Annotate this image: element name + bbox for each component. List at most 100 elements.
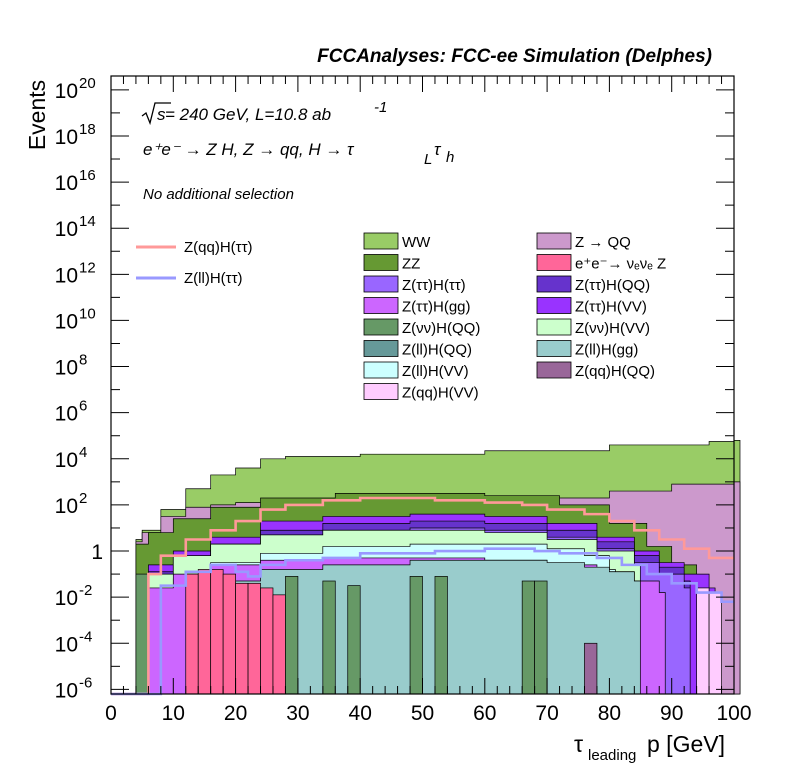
legend-swatch-zllhgg — [536, 340, 572, 357]
bin-nunuz-3 — [222, 573, 236, 695]
bin-nunuz-7 — [272, 594, 286, 695]
bin-zqqhqq-0 — [584, 642, 598, 695]
x-axis-title: τ leading p [GeV] — [574, 731, 725, 764]
bin-zqqhvv-0 — [696, 587, 710, 695]
y-axis-title: Events — [24, 80, 50, 150]
plot-banner: FCCAnalyses: FCC-ee Simulation (Delphes) — [317, 46, 712, 67]
y-tick-exp--2: -2 — [79, 582, 92, 599]
legend-swatch-zz — [363, 254, 399, 271]
y-tick-label-14: 10 — [55, 218, 78, 241]
bin-nunuz-6 — [260, 587, 274, 695]
legend-label-ztautauhtautau: Z(ττ)H(ττ) — [402, 277, 466, 294]
x-title-subscript: leading — [588, 747, 636, 764]
y-tick-label-20: 10 — [55, 80, 78, 103]
legend-swatch-zllhvv — [363, 361, 399, 379]
legend-label-zllhqq: Z(ll)H(QQ) — [402, 342, 472, 359]
x-tick-label-60: 60 — [473, 702, 496, 725]
y-tick-label--6: 10 — [55, 679, 78, 702]
legend-swatch-znunuhvv — [536, 318, 572, 336]
bin-nunuz-0 — [185, 573, 199, 695]
bin-znunuhqq-7 — [534, 580, 548, 695]
y-tick-exp-10: 10 — [79, 305, 96, 322]
energy-text: = 240 GeV, L=10.8 ab — [165, 105, 331, 124]
x-tick-label-0: 0 — [105, 702, 117, 725]
legend-label-sig-ll: Z(ll)H(ττ) — [184, 270, 243, 287]
energy-annotation: s = 240 GeV, L=10.8 ab -1 — [141, 99, 387, 126]
x-tick-label-70: 70 — [535, 702, 558, 725]
y-tick-exp-16: 16 — [79, 167, 96, 184]
x-title-rest: p [GeV] — [647, 731, 725, 757]
tau1-subscript: L — [424, 151, 432, 168]
y-tick-exp-8: 8 — [79, 352, 87, 369]
process-annotation: e⁺e⁻ → Z H, Z → qq, H → τ L τ h — [143, 140, 454, 168]
legend-label-zllhvv: Z(ll)H(VV) — [402, 363, 469, 380]
legend-swatch-ztautauhtautau — [363, 275, 399, 293]
legend-label-sig-qq: Z(qq)H(ττ) — [184, 239, 253, 256]
y-tick-exp-14: 14 — [79, 213, 96, 230]
y-tick-label-12: 10 — [55, 264, 78, 287]
y-tick-exp--6: -6 — [79, 674, 92, 691]
line-sig-ll — [111, 547, 734, 696]
energy-s: s — [157, 105, 166, 124]
legend-swatch-nunuz — [536, 254, 572, 271]
legend-label-ztautauhgg: Z(ττ)H(gg) — [402, 299, 471, 316]
legend-swatch-zqqhqq — [536, 361, 572, 379]
x-tick-label-90: 90 — [660, 702, 683, 725]
y-tick-exp-12: 12 — [79, 259, 96, 276]
y-tick-exp-2: 2 — [79, 490, 87, 507]
x-tick-label-50: 50 — [411, 702, 434, 725]
y-tick-exp-6: 6 — [79, 398, 87, 415]
signal-lines — [111, 496, 734, 696]
bin-znunuhqq-1 — [285, 576, 299, 695]
legend-swatch-ztautauhqq — [536, 275, 572, 293]
tau2-subscript: h — [446, 149, 454, 166]
legend-swatch-znunuhqq — [363, 318, 399, 336]
y-tick-label-8: 10 — [55, 357, 78, 380]
y-tick-label-2: 10 — [55, 495, 78, 518]
bin-znunuhqq-2 — [322, 580, 336, 695]
x-tick-label-100: 100 — [716, 702, 751, 725]
x-tick-label-30: 30 — [286, 702, 309, 725]
x-tick-label-40: 40 — [349, 702, 372, 725]
y-tick-label-16: 10 — [55, 172, 78, 195]
y-tick-label-4: 10 — [55, 449, 78, 472]
x-tick-label-20: 20 — [224, 702, 247, 725]
line-sig-qq — [111, 496, 734, 696]
legend: Z(qq)H(ττ) Z(ll)H(ττ) WW ZZ Z(ττ)H(ττ) Z(ττ)H… — [136, 232, 666, 402]
y-tick-exp-18: 18 — [79, 121, 96, 138]
legend-label-nunuz: e⁺e⁻→ νₑνₑ Z — [575, 256, 666, 273]
legend-label-zqqhvv: Z(qq)H(VV) — [402, 385, 479, 402]
legend-label-ztautauhvv: Z(ττ)H(VV) — [575, 299, 647, 316]
legend-label-ztautauhqq: Z(ττ)H(QQ) — [575, 277, 650, 294]
y-tick-exp-20: 20 — [79, 75, 96, 92]
legend-label-zqq: Z → QQ — [575, 234, 631, 251]
y-tick-exp-4: 4 — [79, 444, 87, 461]
y-tick-label--4: 10 — [55, 633, 78, 656]
bin-znunuhqq-4 — [409, 576, 423, 695]
y-tick-label--2: 10 — [55, 587, 78, 610]
legend-label-zllhgg: Z(ll)H(gg) — [575, 342, 638, 359]
y-tick-label-18: 10 — [55, 126, 78, 149]
process-text: e⁺e⁻ → Z H, Z → qq, H → τ — [143, 140, 355, 159]
legend-label-zz: ZZ — [402, 256, 420, 273]
tau2-symbol: τ — [434, 140, 442, 159]
bin-znunuhqq-0 — [135, 573, 149, 695]
legend-swatch-ztautauhvv — [536, 297, 572, 314]
selection-note: No additional selection — [143, 186, 294, 203]
legend-label-ww: WW — [402, 234, 431, 251]
x-title-tau: τ — [574, 731, 583, 757]
legend-label-znunuhvv: Z(νν)H(VV) — [575, 320, 650, 337]
y-tick-label-6: 10 — [55, 403, 78, 426]
legend-swatch-zqq — [536, 232, 572, 250]
x-tick-label-10: 10 — [162, 702, 185, 725]
lumi-exponent: -1 — [374, 99, 387, 116]
legend-swatch-zqqhvv — [363, 383, 399, 400]
bin-nunuz-2 — [210, 569, 224, 695]
bin-znunuhqq-5 — [434, 576, 448, 695]
y-tick-label-one: 1 — [91, 541, 103, 564]
y-tick-exp--4: -4 — [79, 628, 92, 645]
bin-nunuz-1 — [197, 569, 212, 695]
legend-label-zqqhqq: Z(qq)H(QQ) — [575, 363, 655, 380]
